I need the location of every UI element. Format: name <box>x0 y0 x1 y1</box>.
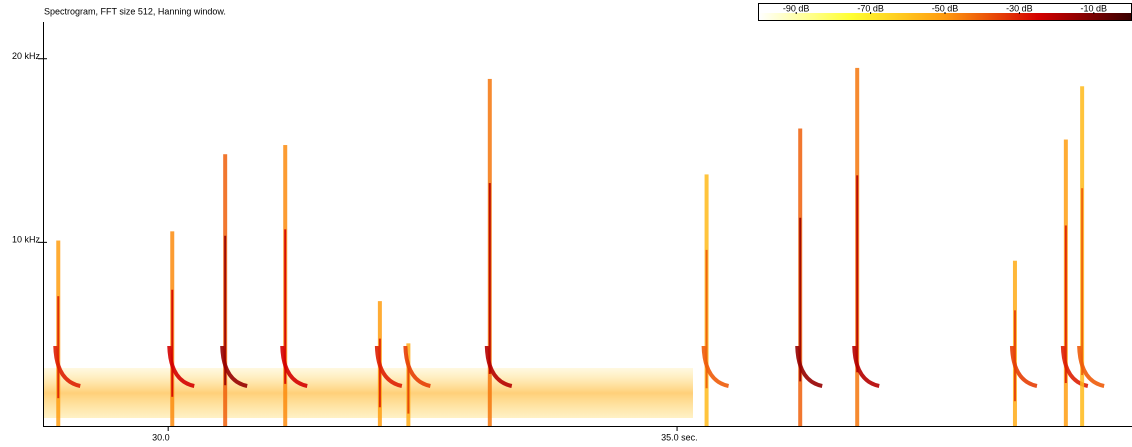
x-tick-label: 35.0 sec. <box>661 432 698 442</box>
call-core <box>1013 310 1016 402</box>
call-core <box>799 217 802 382</box>
colorbar <box>759 13 1131 20</box>
call-hook <box>374 345 403 388</box>
call-core <box>1081 188 1084 376</box>
noise-band <box>43 368 693 418</box>
y-tick-label: 10 kHz <box>12 235 41 245</box>
y-tick-label: 20 kHz <box>12 51 41 61</box>
call-core <box>171 289 174 397</box>
call-core <box>378 338 381 408</box>
call-core <box>705 249 708 389</box>
call-core <box>284 229 287 384</box>
call-hook <box>484 345 513 388</box>
call-hook <box>280 345 308 388</box>
call-hook <box>795 345 823 388</box>
call-hook <box>220 345 248 388</box>
colorbar-tick-label: -10 dB <box>1081 3 1108 13</box>
call-core <box>1064 225 1067 384</box>
call-hook <box>403 345 431 388</box>
call-hook <box>1009 345 1038 388</box>
call-core <box>407 368 410 414</box>
chart-title: Spectrogram, FFT size 512, Hanning windo… <box>44 6 226 16</box>
colorbar-tick-label: -70 dB <box>857 3 884 13</box>
call-core <box>488 183 491 374</box>
colorbar-tick-label: -50 dB <box>932 3 959 13</box>
colorbar-tick-label: -90 dB <box>783 3 810 13</box>
call-core <box>224 235 227 386</box>
colorbar-tick-label: -30 dB <box>1006 3 1033 13</box>
call-core <box>57 296 60 399</box>
call-hook <box>1077 345 1105 388</box>
call-hook <box>53 345 81 388</box>
call-core <box>856 175 859 373</box>
call-hook <box>701 345 730 388</box>
call-hook <box>852 345 880 388</box>
call-hook <box>167 345 195 388</box>
x-tick-label: 30.0 <box>152 432 170 442</box>
